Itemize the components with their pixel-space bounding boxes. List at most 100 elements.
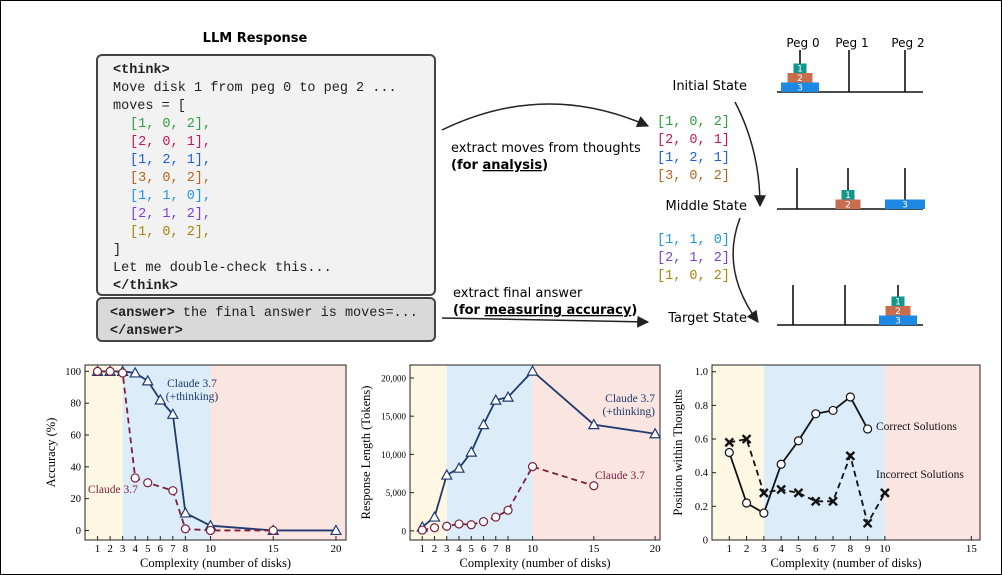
series-label: Claude 3.7: [88, 484, 138, 496]
disk-label: 3: [895, 317, 901, 327]
extracted-move: [1, 2, 1]: [657, 151, 730, 166]
x-tick-label: 1: [95, 543, 101, 555]
x-tick-label: 7: [830, 543, 836, 555]
x-tick-label: 10: [527, 543, 539, 555]
x-tick-label: 20: [650, 543, 662, 555]
marker: [179, 506, 192, 518]
marker: [741, 434, 752, 444]
x-axis-label: Complexity (number of disks): [140, 556, 291, 570]
x-tick-label: 2: [744, 543, 750, 555]
x-tick-label: 2: [107, 543, 113, 555]
x-tick-label: 3: [761, 543, 767, 555]
y-tick-label: 0: [703, 536, 708, 547]
code-line: [2, 0, 1],: [130, 135, 211, 150]
y-tick-label: 100: [65, 367, 81, 378]
peg-label: Peg 0: [786, 36, 819, 50]
disk-label: 2: [797, 74, 803, 84]
arrow-label: extract final answer: [453, 286, 583, 301]
series-label: Correct Solutions: [876, 421, 957, 433]
arrow-label-part: ): [631, 303, 637, 318]
marker: [205, 525, 216, 536]
marker: [465, 445, 478, 457]
extracted-move: [1, 1, 0]: [657, 233, 730, 248]
arrow-label: (for analysis): [451, 158, 548, 173]
arrow-label-part: analysis: [482, 158, 542, 173]
disk: [841, 190, 855, 200]
code-line: </think>: [113, 279, 178, 294]
marker: [828, 496, 838, 507]
y-tick-label: 0.6: [695, 435, 708, 446]
response-title: LLM Response: [203, 31, 308, 46]
marker: [428, 510, 441, 522]
marker: [880, 488, 890, 498]
code-line: moves = [: [113, 99, 186, 114]
series-label: Claude 3.7: [595, 470, 645, 482]
marker: [166, 408, 179, 419]
marker: [526, 364, 539, 376]
disk-label: 2: [845, 201, 851, 211]
answer-part: </answer>: [110, 324, 183, 339]
disk-label: 3: [902, 201, 908, 211]
y-tick-label: 15,000: [381, 412, 406, 422]
x-tick-label: 1: [727, 543, 733, 555]
marker: [793, 488, 804, 498]
y-tick-label: 0: [76, 526, 81, 537]
disk-label: 1: [797, 65, 803, 75]
y-tick-label: 0.4: [695, 468, 709, 479]
disk-label: 2: [895, 307, 901, 317]
marker: [452, 461, 466, 473]
x-tick-label: 10: [205, 543, 217, 555]
plot-frame: [711, 364, 981, 541]
state-label: Target State: [667, 311, 747, 326]
y-tick-label: 60: [71, 431, 82, 442]
marker: [268, 525, 278, 536]
x-tick-label: 6: [481, 543, 487, 555]
marker: [417, 525, 427, 535]
marker: [466, 520, 476, 530]
plot-frame: [409, 364, 661, 541]
series-line: [422, 465, 595, 531]
extracted-move: [2, 0, 1]: [657, 133, 730, 148]
y-tick-label: 0.2: [695, 502, 708, 513]
arrow-label: extract moves from thoughts: [451, 141, 641, 156]
x-tick-label: 15: [966, 543, 978, 555]
marker: [440, 468, 453, 480]
marker: [724, 447, 734, 458]
region: [122, 365, 211, 540]
y-axis-label: Response Length (Tokens): [359, 386, 373, 520]
disk: [835, 199, 861, 209]
x-tick-label: 10: [879, 543, 891, 555]
marker: [489, 393, 502, 405]
y-tick-label: 0: [402, 526, 407, 536]
marker: [478, 517, 489, 527]
marker: [776, 459, 786, 469]
y-tick-label: 0.8: [695, 401, 708, 412]
marker: [741, 498, 752, 508]
arrow: [734, 101, 766, 208]
x-tick-label: 8: [848, 543, 854, 555]
marker: [429, 523, 440, 533]
code-line: Let me double-check this...: [113, 261, 332, 276]
y-axis-label: Accuracy (%): [44, 418, 58, 488]
disk: [787, 73, 813, 83]
marker: [118, 368, 128, 378]
marker: [759, 488, 769, 498]
x-tick-label: 3: [444, 543, 450, 555]
arrow-label-part: (for: [451, 158, 482, 173]
disk: [781, 82, 819, 92]
marker: [130, 473, 140, 483]
marker: [105, 366, 115, 376]
y-tick-label: 20: [71, 494, 82, 505]
y-tick-label: 10,000: [381, 450, 406, 460]
marker: [92, 366, 103, 376]
x-axis-label: Complexity (number of disks): [459, 556, 610, 570]
region: [85, 365, 123, 540]
marker: [845, 392, 855, 402]
peg-label: Peg 2: [891, 36, 924, 50]
x-tick-label: 4: [456, 543, 462, 555]
marker: [587, 418, 600, 430]
x-tick-label: 3: [120, 543, 126, 555]
region: [712, 365, 764, 540]
x-tick-label: 1: [420, 543, 426, 555]
